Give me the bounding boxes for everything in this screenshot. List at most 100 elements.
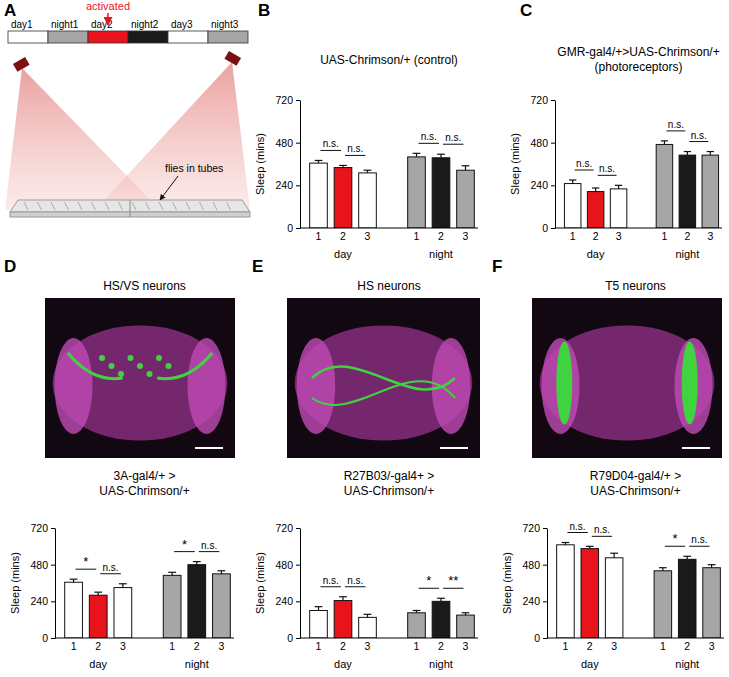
y-tick-mark xyxy=(51,601,55,602)
x-axis: 123123 xyxy=(55,638,234,652)
period-label: day1 xyxy=(11,19,33,30)
panel-label: D xyxy=(4,257,16,276)
x-tick: 3 xyxy=(611,638,617,652)
y-tick-label: 0 xyxy=(534,632,540,644)
y-axis: 0240480720 xyxy=(275,94,300,234)
error-cap xyxy=(462,165,470,166)
optic-lobe xyxy=(432,338,471,434)
y-tick-mark xyxy=(551,185,555,186)
panel-label: C xyxy=(520,1,532,20)
y-tick-mark xyxy=(296,528,300,529)
brain-outline xyxy=(295,325,473,440)
y-tick-label: 720 xyxy=(275,94,293,106)
x-tick: 2 xyxy=(593,228,599,242)
x-tick-label: 3 xyxy=(365,640,371,652)
error-cap xyxy=(562,542,570,543)
tube xyxy=(146,202,150,210)
y-tick: 720 xyxy=(522,522,547,534)
y-axis-title: Sleep (mins) xyxy=(501,552,513,614)
significance-label: n.s. xyxy=(691,534,707,545)
y-axis-line xyxy=(55,529,56,639)
error-cap xyxy=(413,153,421,154)
bar xyxy=(334,601,352,638)
flies-label: flies in tubes xyxy=(165,162,223,174)
error-bar xyxy=(193,562,201,565)
x-tick: 3 xyxy=(120,638,126,652)
y-tick-mark xyxy=(543,565,547,566)
significance-label: n.s. xyxy=(347,575,363,586)
micrograph xyxy=(532,298,722,458)
y-axis: 0240480720 xyxy=(530,94,555,234)
bar xyxy=(457,170,475,228)
x-tick-label: 1 xyxy=(570,230,576,242)
bar xyxy=(656,144,673,228)
bar xyxy=(310,611,328,639)
significance-label: * xyxy=(83,554,88,569)
chart-subtitle: 3A-gal4/+ >UAS-Chrimson/+ xyxy=(99,469,189,498)
tube xyxy=(119,202,123,210)
x-tick: 3 xyxy=(219,638,225,652)
group-label: day xyxy=(587,248,605,260)
cell-body xyxy=(99,355,105,361)
figure: Aday1night1day2night2day3night3activated… xyxy=(0,0,729,677)
y-axis-title: Sleep (mins) xyxy=(254,552,266,614)
x-tick: 2 xyxy=(684,228,690,242)
activated-arrow xyxy=(107,13,109,25)
x-tick: 3 xyxy=(709,638,715,652)
y-tick-mark xyxy=(543,638,547,639)
scale-bar xyxy=(440,447,468,449)
brain-outline xyxy=(53,325,228,440)
y-tick-mark xyxy=(543,601,547,602)
plot-area xyxy=(564,141,718,228)
x-axis-line xyxy=(55,638,234,639)
x-axis-line xyxy=(555,228,722,229)
panel-label: B xyxy=(258,1,270,20)
x-tick: 2 xyxy=(340,228,346,242)
x-tick: 1 xyxy=(169,638,175,652)
group-label: day xyxy=(89,658,107,670)
error-cap xyxy=(592,187,599,188)
error-bar xyxy=(592,188,599,192)
x-tick-label: 3 xyxy=(707,230,713,242)
significance-bracket xyxy=(443,144,464,145)
x-tick: 2 xyxy=(340,638,346,652)
significance-label: * xyxy=(182,537,187,552)
optic-lobe xyxy=(55,338,93,434)
x-tick-label: 1 xyxy=(316,640,322,652)
tube xyxy=(227,202,231,210)
x-tick-label: 1 xyxy=(563,640,569,652)
scale-bar xyxy=(195,447,223,449)
x-tick: 3 xyxy=(707,228,713,242)
error-bar xyxy=(413,153,421,157)
x-tick-label: 2 xyxy=(684,640,690,652)
bar xyxy=(654,571,672,638)
error-cap xyxy=(364,614,372,615)
error-bar xyxy=(615,185,622,189)
y-tick-mark xyxy=(296,100,300,101)
significance-label: n.s. xyxy=(599,163,615,174)
micrograph xyxy=(287,298,480,458)
y-tick-mark xyxy=(543,528,547,529)
error-bar xyxy=(168,572,176,575)
x-tick: 2 xyxy=(438,638,444,652)
bar xyxy=(359,617,377,638)
x-tick-label: 1 xyxy=(169,640,175,652)
period-box xyxy=(128,31,168,43)
cell-body xyxy=(137,363,143,369)
y-tick-label: 0 xyxy=(542,222,548,234)
error-cap xyxy=(193,561,201,562)
error-bar xyxy=(94,592,102,595)
y-tick-mark xyxy=(51,528,55,529)
y-tick: 480 xyxy=(275,137,300,149)
significance-bracket xyxy=(320,150,341,151)
error-cap xyxy=(119,583,127,584)
group-label: night xyxy=(675,658,699,670)
cell-body xyxy=(166,363,172,369)
x-tick-label: 2 xyxy=(438,230,444,242)
x-tick: 3 xyxy=(616,228,622,242)
period-box xyxy=(8,31,48,43)
optic-lobe xyxy=(675,338,713,434)
x-tick-label: 3 xyxy=(463,640,469,652)
y-tick: 480 xyxy=(530,137,555,149)
x-tick: 1 xyxy=(660,638,666,652)
